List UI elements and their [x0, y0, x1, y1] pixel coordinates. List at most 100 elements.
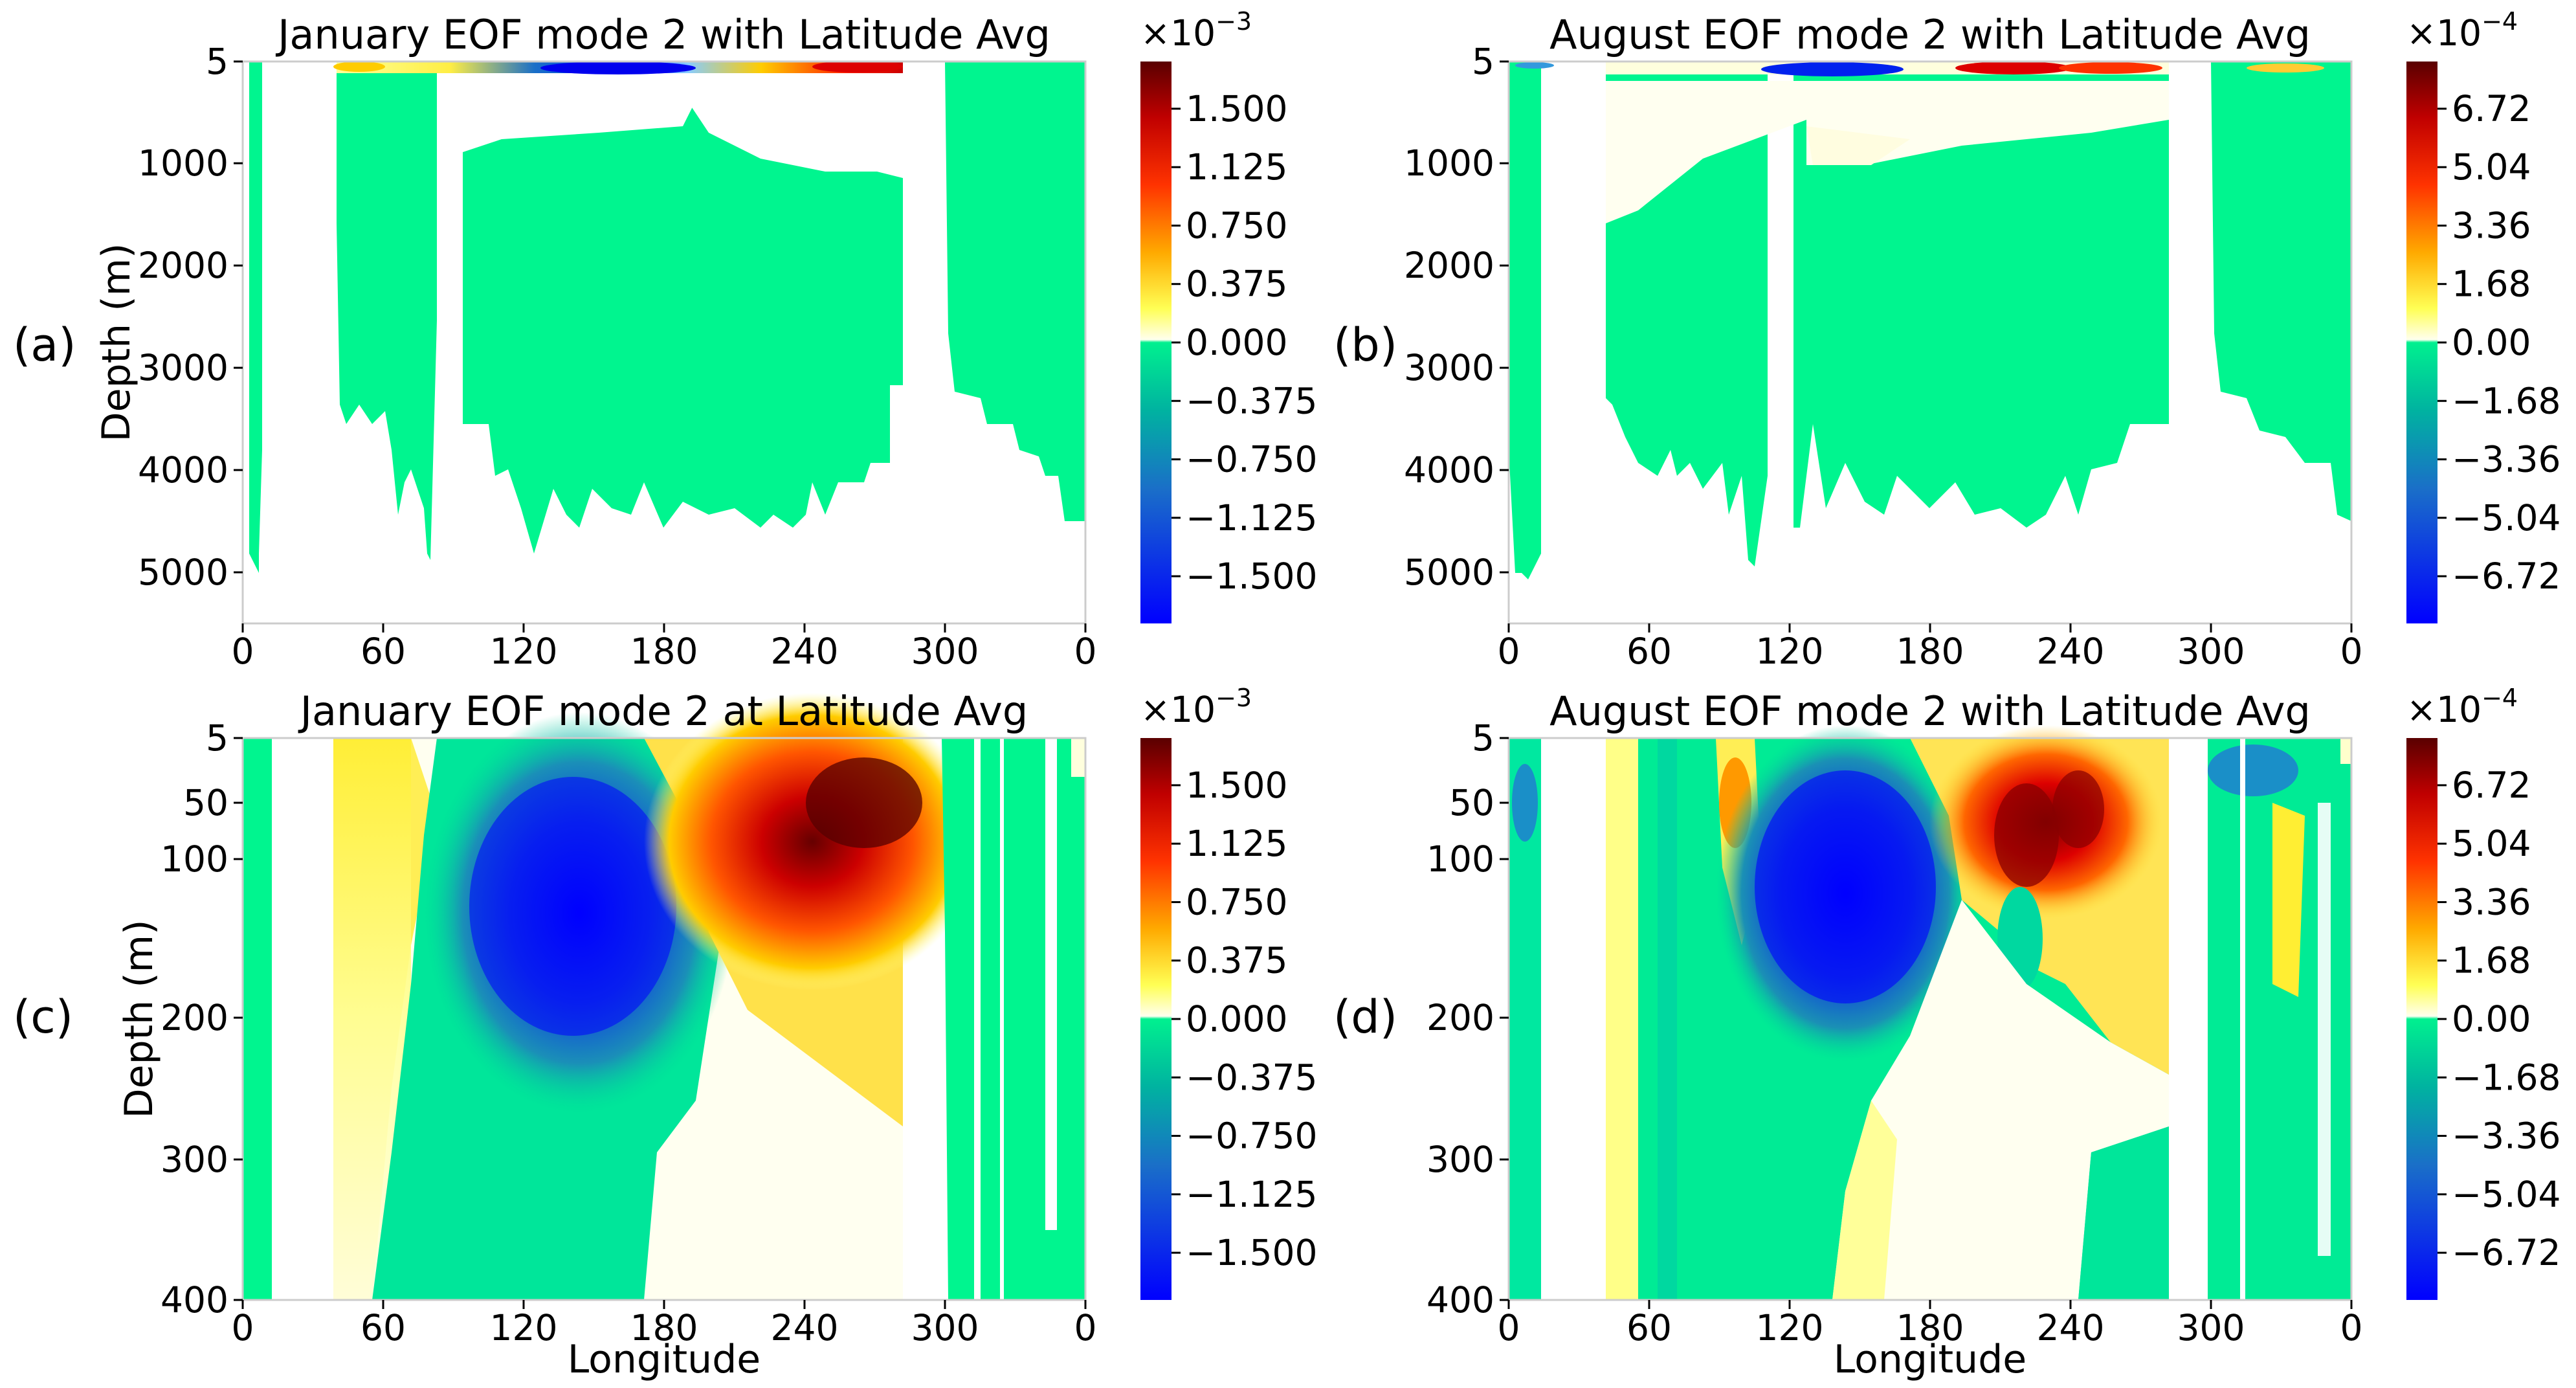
panel-c: 0 60 120 180 240 300 0 5 50 100 200 300 400 January…	[13, 688, 1097, 1382]
colorbar-c: ×10−3 1.500 1.125 0.750 0.375 0.000 −0.375 −0.…	[1140, 684, 1318, 1300]
y-tick-label: 3000	[138, 347, 228, 388]
field-shapes	[1509, 62, 2351, 579]
y-tick-label: 400	[161, 1279, 228, 1321]
colorbar-tick-label: 1.68	[2452, 940, 2531, 981]
y-tick-label: 100	[161, 838, 228, 880]
x-tick-label: 300	[2177, 1307, 2245, 1349]
x-tick-label: 240	[771, 631, 839, 672]
x-tick-label: 120	[490, 631, 558, 672]
colorbar-tick-label: −5.04	[2452, 1174, 2561, 1215]
x-tick-label: 180	[1896, 1307, 1964, 1349]
y-tick-label: 300	[1427, 1139, 1494, 1180]
colorbar-tick-label: −0.375	[1186, 380, 1318, 421]
surface-strip	[333, 61, 903, 74]
colorbar-tick-label: 0.000	[1186, 998, 1287, 1040]
x-tick-label: 60	[1627, 1307, 1672, 1349]
x-axis-label: Longitude	[1834, 1337, 2026, 1382]
y-tick-label: 1000	[1404, 142, 1494, 184]
colorbar-tick-label: 5.04	[2452, 823, 2531, 864]
colorbar-tick-label: 3.36	[2452, 205, 2531, 246]
x-tick-label: 120	[1756, 1307, 1824, 1349]
x-ticks: 0 60 120 180 240 300 0	[1498, 623, 2363, 672]
x-tick-label: 0	[1498, 1307, 1520, 1349]
x-tick-label: 60	[361, 1307, 406, 1349]
colorbar-gradient	[2406, 738, 2437, 1300]
colorbar-ticks: 1.500 1.125 0.750 0.375 0.000 −0.375 −0.750 −1.…	[1171, 765, 1318, 1273]
colorbar-tick-label: 3.36	[2452, 881, 2531, 923]
x-tick-label: 0	[1074, 1307, 1097, 1349]
colorbar-d: ×10−4 6.72 5.04 3.36 1.68 0.00 −1.68 −3.36 −5.0…	[2406, 684, 2561, 1300]
x-tick-label: 0	[1498, 631, 1520, 672]
colorbar-tick-label: 6.72	[2452, 765, 2531, 806]
x-tick-label: 0	[2340, 631, 2363, 672]
y-ticks: 5 1000 2000 3000 4000 5000	[1404, 41, 1509, 593]
colorbar-tick-label: −1.125	[1186, 1174, 1318, 1215]
x-tick-label: 0	[2340, 1307, 2363, 1349]
y-tick-label: 5000	[1404, 552, 1494, 593]
x-tick-label: 0	[232, 631, 254, 672]
colorbar-ticks: 1.500 1.125 0.750 0.375 0.000 −0.375 −0.750 −1.…	[1171, 88, 1318, 597]
y-tick-label: 50	[1449, 782, 1494, 823]
y-ticks: 5 50 100 200 300 400	[1427, 717, 1509, 1321]
y-tick-label: 200	[1427, 997, 1494, 1038]
colorbar-tick-label: 1.68	[2452, 263, 2531, 305]
x-tick-label: 240	[2037, 1307, 2105, 1349]
colorbar-gradient	[1140, 62, 1171, 623]
field-shapes	[243, 693, 1085, 1300]
x-tick-label: 0	[1074, 631, 1097, 672]
x-tick-label: 180	[1896, 631, 1964, 672]
chart-title: August EOF mode 2 with Latitude Avg	[1549, 688, 2311, 735]
colorbar-tick-label: −1.68	[2452, 1057, 2561, 1098]
y-ticks: 5 50 100 200 300 400	[161, 717, 243, 1321]
x-tick-label: 60	[361, 631, 406, 672]
y-tick-label: 1000	[138, 142, 228, 184]
panel-d: 0 60 120 180 240 300 0 5 50 100 200 300 400 August …	[1333, 688, 2363, 1382]
x-tick-label: 300	[911, 1307, 979, 1349]
x-tick-label: 300	[911, 631, 979, 672]
colorbar-tick-label: 1.125	[1186, 823, 1287, 864]
colorbar-multiplier: ×10−3	[1140, 7, 1252, 54]
colorbar-tick-label: −3.36	[2452, 1115, 2561, 1157]
colorbar-tick-label: 0.000	[1186, 322, 1287, 363]
y-tick-label: 5000	[138, 552, 228, 593]
chart-title: January EOF mode 2 at Latitude Avg	[298, 688, 1028, 735]
x-tick-label: 180	[630, 1307, 698, 1349]
panel-label: (a)	[13, 319, 76, 372]
panel-label: (d)	[1333, 991, 1397, 1044]
colorbar-tick-label: 1.500	[1186, 88, 1287, 129]
panel-label: (c)	[13, 991, 73, 1044]
x-axis-label: Longitude	[568, 1337, 761, 1382]
y-tick-label: 5	[1472, 41, 1494, 82]
x-ticks: 0 60 120 180 240 300 0	[1498, 1300, 2363, 1349]
colorbar-tick-label: 5.04	[2452, 146, 2531, 188]
surface-strip	[1515, 62, 2324, 76]
colorbar-tick-label: −3.36	[2452, 439, 2561, 480]
chart-title: January EOF mode 2 with Latitude Avg	[275, 11, 1050, 58]
colorbar-gradient	[2406, 62, 2437, 623]
colorbar-tick-label: −1.500	[1186, 555, 1318, 597]
x-tick-label: 240	[771, 1307, 839, 1349]
y-tick-label: 5	[206, 41, 228, 82]
colorbar-tick-label: 6.72	[2452, 88, 2531, 129]
x-tick-label: 180	[630, 631, 698, 672]
colorbar-ticks: 6.72 5.04 3.36 1.68 0.00 −1.68 −3.36 −5.04 −6.72	[2437, 765, 2561, 1273]
colorbar-tick-label: 0.375	[1186, 263, 1287, 305]
field-shapes	[1509, 725, 2351, 1300]
y-axis-label: Depth (m)	[117, 919, 162, 1118]
x-tick-label: 120	[1756, 631, 1824, 672]
colorbar-tick-label: 1.500	[1186, 765, 1287, 806]
y-tick-label: 5	[1472, 717, 1494, 759]
field-shapes	[243, 62, 1085, 573]
x-tick-label: 60	[1627, 631, 1672, 672]
panel-label: (b)	[1333, 319, 1397, 372]
x-tick-label: 240	[2037, 631, 2105, 672]
colorbar-ticks: 6.72 5.04 3.36 1.68 0.00 −1.68 −3.36 −5.04 −6.72	[2437, 88, 2561, 597]
colorbar-tick-label: −1.500	[1186, 1232, 1318, 1273]
colorbar-tick-label: −6.72	[2452, 1232, 2561, 1273]
colorbar-gradient	[1140, 738, 1171, 1300]
colorbar-tick-label: −1.68	[2452, 380, 2561, 421]
x-ticks: 0 60 120 180 240 300 0	[232, 623, 1097, 672]
y-tick-label: 4000	[1404, 449, 1494, 491]
